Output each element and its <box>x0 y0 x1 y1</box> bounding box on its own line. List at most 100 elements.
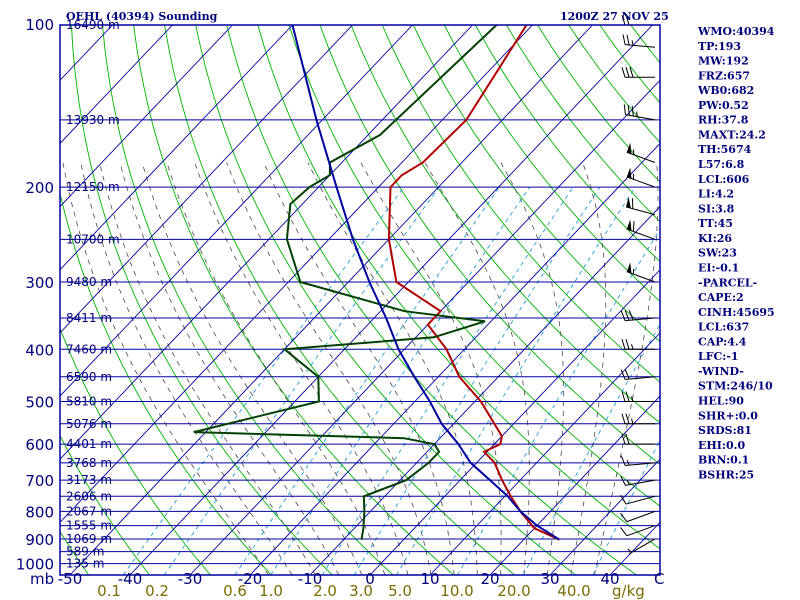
wind-barb <box>620 475 656 486</box>
plot-area <box>60 25 660 575</box>
wind-barb <box>621 67 655 78</box>
index-entry: KI:26 <box>698 232 732 245</box>
mixing-ratio-line <box>270 186 531 575</box>
index-entry: SHR+:0.0 <box>698 409 758 422</box>
moist-adiabat-line <box>570 162 607 575</box>
height-label: 6590 m <box>66 370 112 384</box>
mixing-ratio-tick-label: 10.0 <box>440 582 473 600</box>
mixing-ratio-tick-label: 40.0 <box>557 582 590 600</box>
height-label: 4401 m <box>66 437 112 451</box>
mixing-ratio-tick-label: 0.6 <box>223 582 247 600</box>
isotherm-line <box>369 269 660 575</box>
isotherm-line <box>249 142 660 575</box>
dry-adiabat-line <box>257 25 660 550</box>
dry-adiabat-line <box>381 25 660 383</box>
height-label: 5076 m <box>66 417 112 431</box>
dry-adiabats <box>60 25 660 575</box>
height-label: 12150 m <box>66 180 120 194</box>
wind-barb <box>627 538 656 555</box>
plot-frame <box>59 24 661 576</box>
isotherm-line <box>60 25 173 145</box>
temperature-tick-label: -30 <box>178 570 203 588</box>
index-entry: CINH:45695 <box>698 306 775 319</box>
height-label: 13930 m <box>66 113 120 127</box>
moist-adiabat-line <box>500 162 564 575</box>
height-label: 1555 m <box>66 519 112 533</box>
mixing-ratio-line <box>522 323 660 575</box>
height-label: 1069 m <box>66 532 112 546</box>
moist-adiabat-line <box>166 162 386 575</box>
index-entry: -WIND- <box>698 365 744 378</box>
chart-labels: OEHL (40394) Sounding 1200Z 27 NOV 25 mb… <box>30 10 669 600</box>
mixing-ratio-line <box>396 186 636 575</box>
index-entry: BRN:0.1 <box>698 454 749 467</box>
isotherm-line <box>0 25 53 575</box>
pressure-tick-label: 300 <box>25 274 54 292</box>
moist-adiabat-line <box>360 162 502 575</box>
index-entry: WMO:40394 <box>697 25 775 38</box>
index-entry: LFC:-1 <box>698 350 739 363</box>
temperature-tick-label: -20 <box>238 570 263 588</box>
mixing-ratio-line <box>457 228 660 575</box>
mixing-ratio-unit: g/kg <box>612 582 645 600</box>
isotherm-line <box>489 395 660 575</box>
wind-barb <box>626 262 656 283</box>
mixing-ratio-tick-label: 1.0 <box>259 582 283 600</box>
dry-adiabat-line <box>350 25 660 424</box>
temperature-tick-label: 30 <box>540 570 559 588</box>
index-entry: WB0:682 <box>697 84 754 97</box>
index-entry: MW:192 <box>698 55 749 68</box>
dry-adiabat-line <box>475 25 660 263</box>
pressure-tick-label: 100 <box>25 16 54 34</box>
height-label: 135 m <box>66 557 104 571</box>
index-entry: SW:23 <box>698 247 737 260</box>
temperature-tick-label: -50 <box>58 570 83 588</box>
wind-barb <box>620 369 656 380</box>
index-entry: L57:6.8 <box>698 158 745 171</box>
wind-barb <box>626 142 656 163</box>
wind-barb <box>621 413 655 425</box>
chart-subtitle: 1200Z 27 NOV 25 <box>560 10 669 23</box>
pressure-tick-label: 200 <box>25 179 54 197</box>
wind-barb <box>623 104 656 121</box>
isotherms <box>0 25 660 575</box>
wind-barb <box>620 455 656 466</box>
index-entry: TT:45 <box>698 217 733 230</box>
isotherm-line <box>60 25 413 397</box>
pressure-tick-label: 1000 <box>16 556 54 574</box>
height-label: 3173 m <box>66 473 112 487</box>
wind-barb <box>621 433 655 445</box>
plot-border <box>59 24 661 576</box>
isotherm-line <box>129 25 653 575</box>
isotherm-line <box>60 25 233 208</box>
chart-background <box>60 25 660 575</box>
dry-adiabat-line <box>60 327 211 575</box>
pressure-tick-label: 500 <box>25 393 54 411</box>
wind-barb <box>620 310 656 322</box>
x-axis-unit: C <box>654 570 664 588</box>
index-entry: LCL:637 <box>698 321 749 334</box>
index-entry: MAXT:24.2 <box>698 128 766 141</box>
index-entry: CAPE:2 <box>698 291 744 304</box>
index-entry: -PARCEL- <box>698 276 757 289</box>
dry-adiabat-line <box>60 434 150 575</box>
index-entry: FRZ:657 <box>698 69 750 82</box>
wind-barb <box>620 510 656 523</box>
profile-series <box>193 25 561 541</box>
index-entry: RH:37.8 <box>698 114 749 127</box>
isotherm-line <box>60 25 293 271</box>
height-label: 7460 m <box>66 342 112 356</box>
dry-adiabat-line <box>164 25 515 575</box>
dry-adiabat-line <box>195 25 576 575</box>
wind-barb <box>621 391 655 402</box>
moist-adiabat-line <box>307 162 478 575</box>
index-entry: TP:193 <box>698 40 741 53</box>
pressure-tick-label: 700 <box>25 472 54 490</box>
moist-adiabat-line <box>119 162 340 575</box>
moist-adiabat-line <box>62 162 269 575</box>
dry-adiabat-line <box>70 25 333 575</box>
wind-barb <box>622 34 656 48</box>
